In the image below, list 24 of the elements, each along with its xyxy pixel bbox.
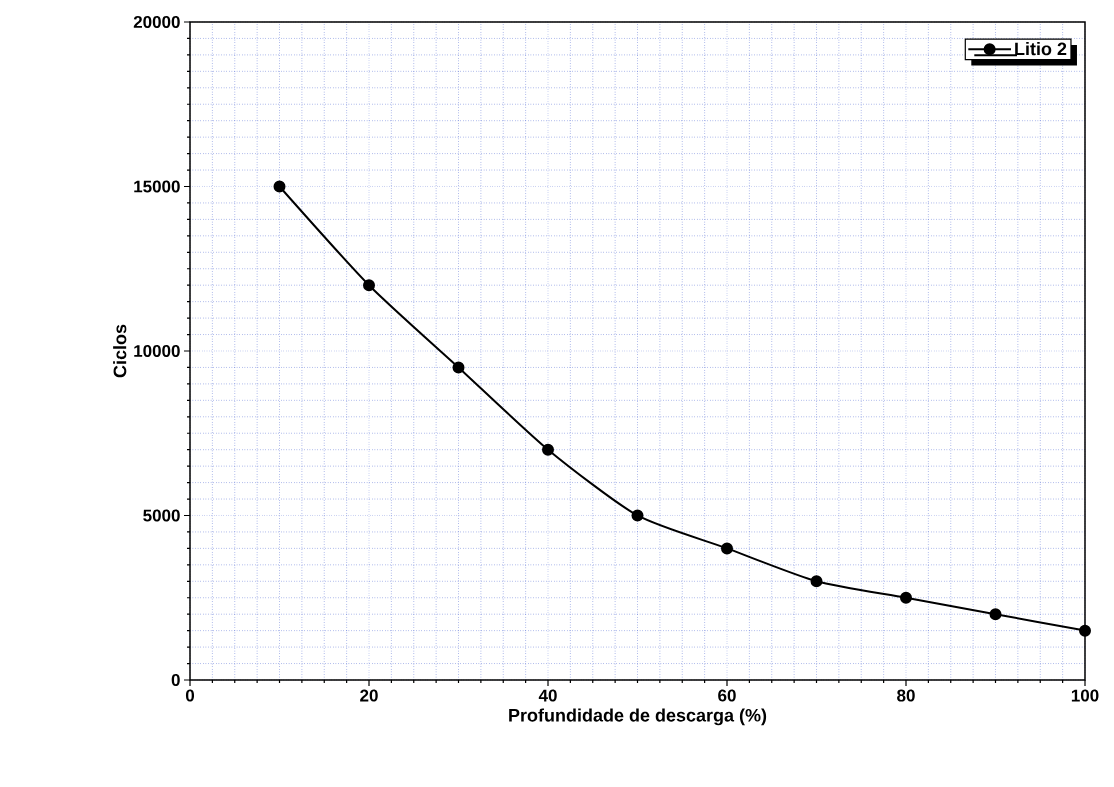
- point: [273, 180, 286, 193]
- y-axis-title: Ciclos: [113, 324, 127, 378]
- x-tick-label: 80: [897, 689, 915, 702]
- point: [363, 279, 376, 292]
- x-tick-label: 100: [1071, 689, 1099, 702]
- y-tick-label: 10000: [134, 344, 180, 358]
- y-tick-label: 20000: [133, 15, 180, 29]
- point: [452, 361, 465, 374]
- y-tick-label: 5000: [143, 509, 180, 522]
- x-tick-label: 40: [538, 689, 557, 702]
- point: [810, 575, 823, 588]
- x-axis-title: Profundidade de descarga (%): [509, 708, 767, 726]
- point: [989, 608, 1002, 621]
- point: [542, 443, 554, 456]
- y-tick-label: 0: [171, 673, 180, 687]
- point: [1079, 624, 1091, 637]
- legend-label: Litio 2: [1015, 42, 1067, 56]
- x-tick-label: 0: [185, 689, 195, 702]
- y-tick-label: 15000: [134, 180, 180, 193]
- point: [900, 591, 912, 604]
- point: [721, 542, 733, 555]
- x-tick-label: 60: [718, 689, 736, 702]
- point: [631, 509, 644, 522]
- x-tick-label: 20: [360, 689, 378, 702]
